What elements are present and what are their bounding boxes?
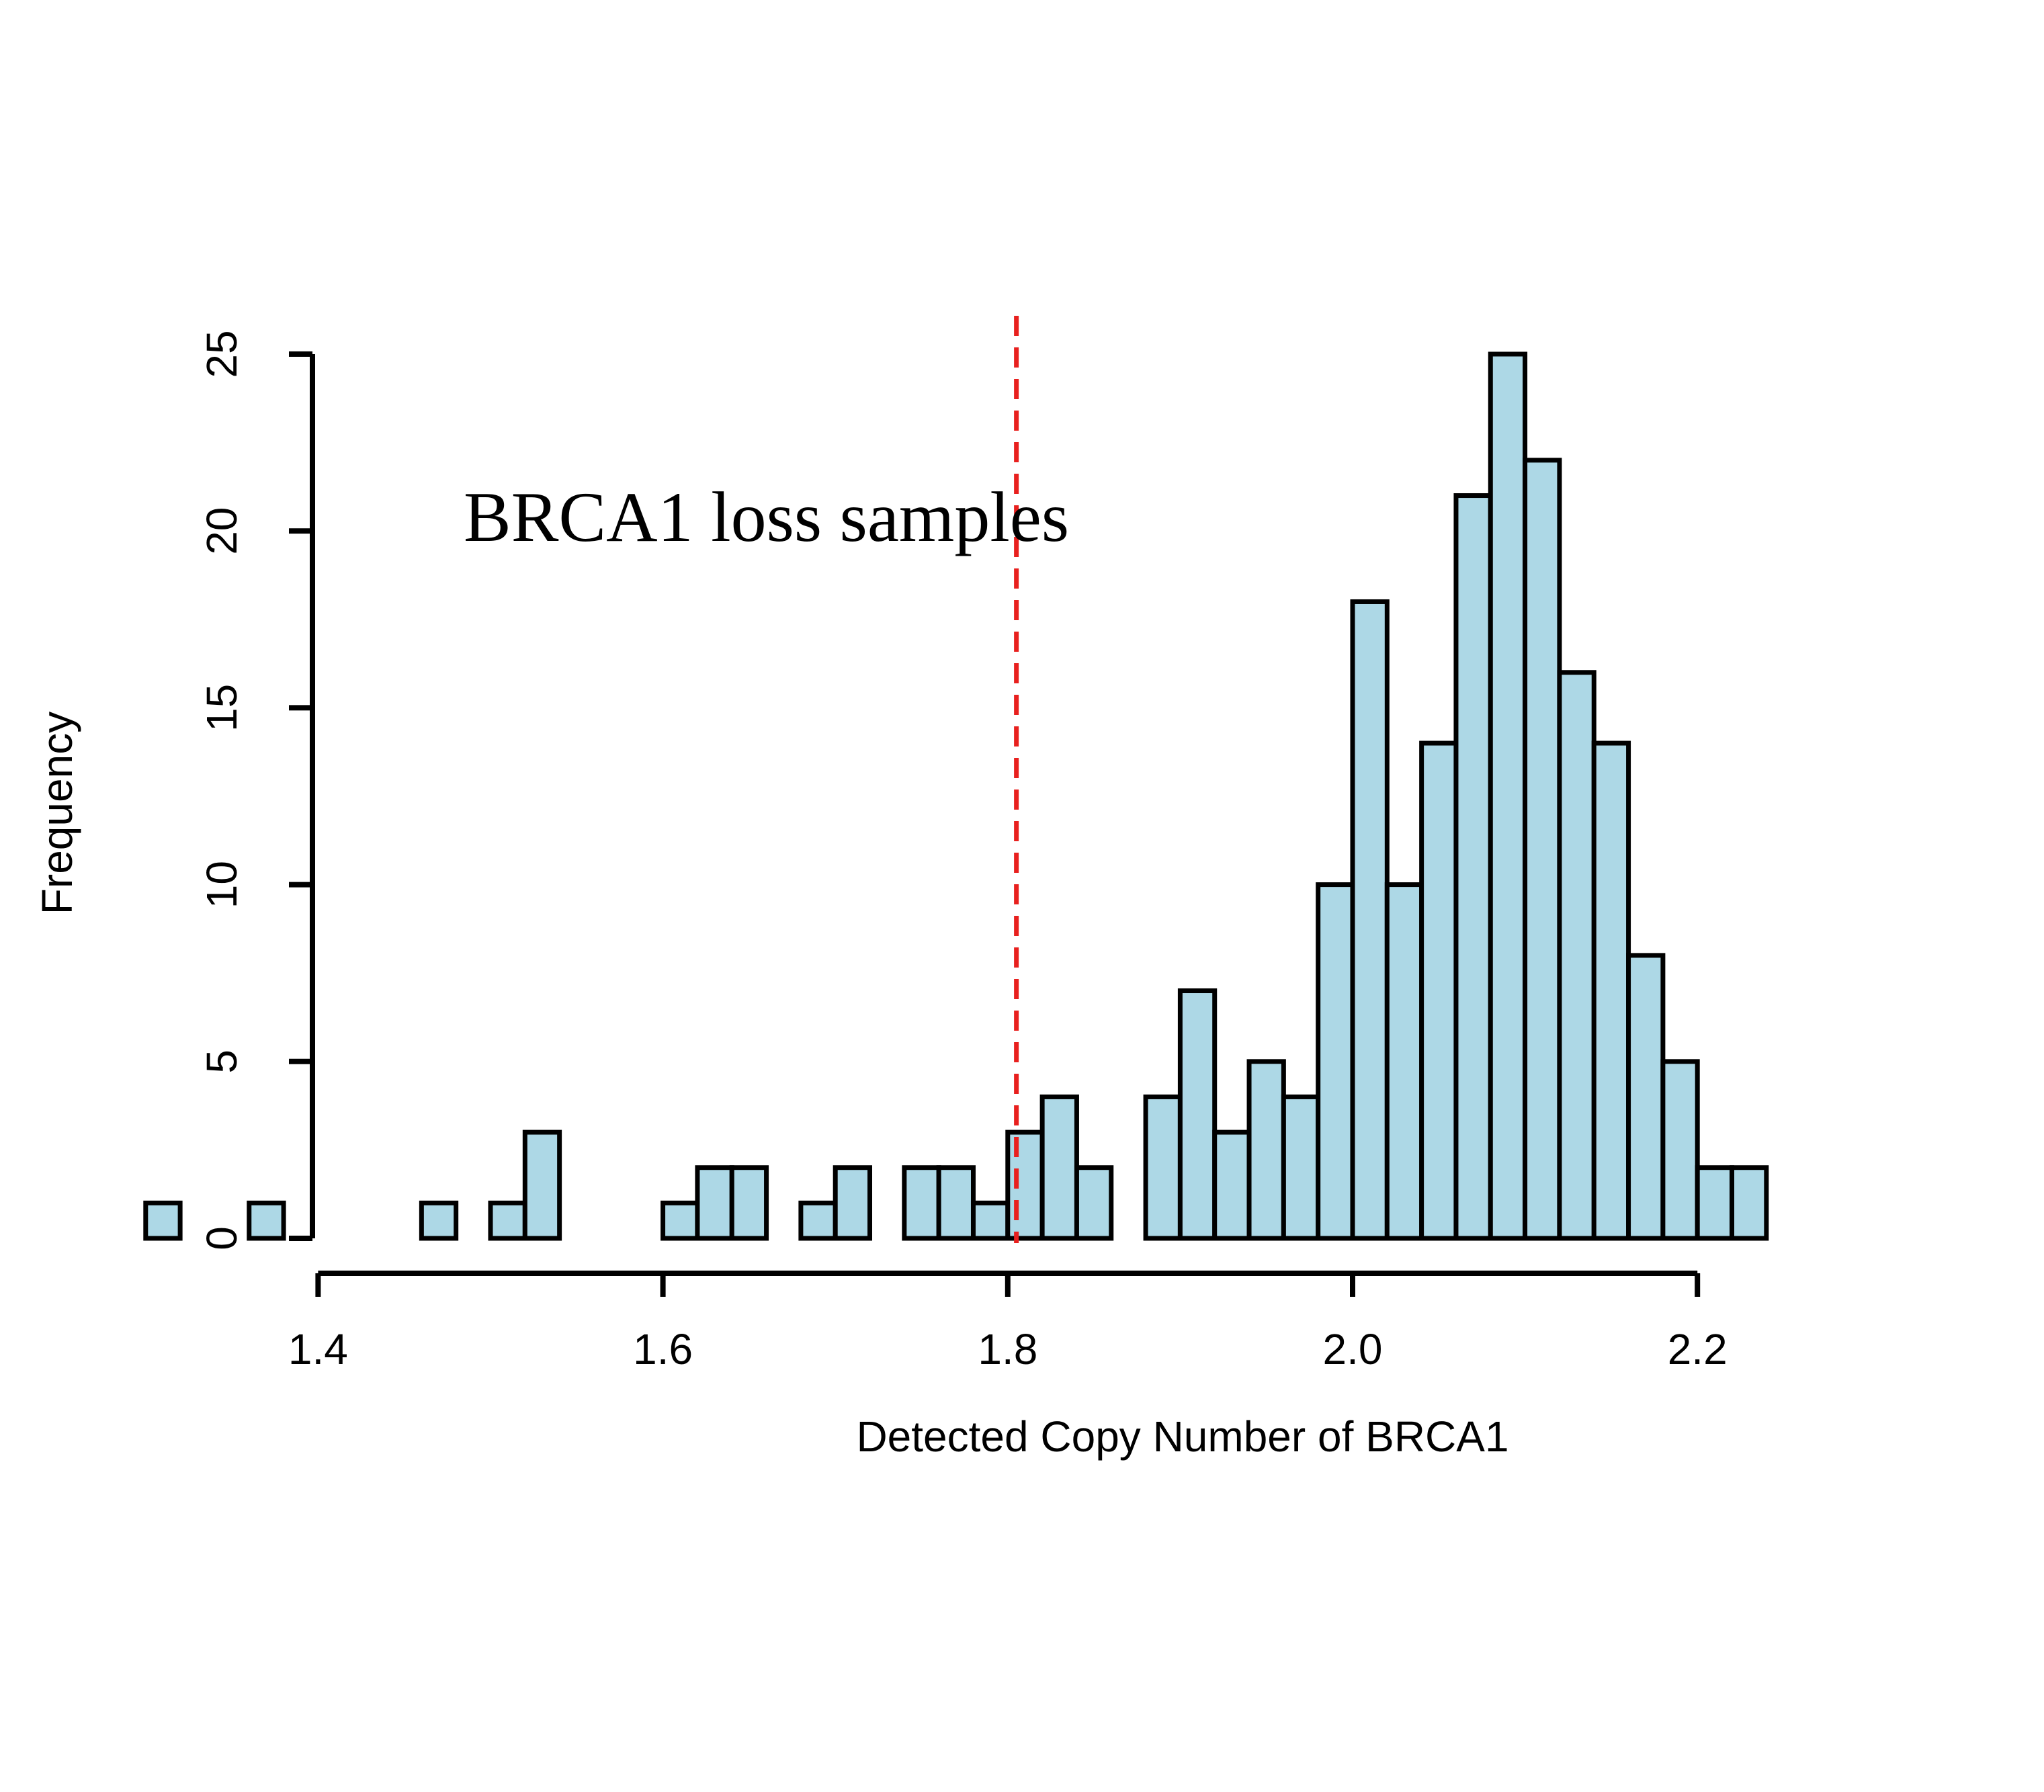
x-axis-label: Detected Copy Number of BRCA1 [856,1412,1508,1461]
histogram-bar [833,1165,873,1241]
x-tick-label: 2.2 [1668,1325,1728,1373]
histogram-bar [522,1129,562,1241]
histogram-bar [695,1165,734,1241]
histogram-bar [1177,988,1218,1241]
y-tick-label: 20 [198,507,246,555]
histogram-bar [798,1200,838,1241]
y-tick-label: 25 [198,330,246,378]
histogram-bar [1143,1094,1183,1241]
histogram-bar [1039,1094,1079,1241]
histogram-bar [1730,1165,1769,1241]
histogram-bar [1660,1059,1700,1241]
x-tick-label: 1.6 [633,1325,693,1373]
y-axis-label: Frequency [33,712,81,914]
histogram-bar [1419,740,1459,1241]
bars-layer [143,351,1769,1241]
histogram-bar [419,1200,459,1241]
axes-layer: 0 5 10 15 20 25 1.4 1.6 1.8 2.0 2.2 [198,330,1728,1373]
histogram-bar [1453,493,1493,1241]
histogram-bar [1384,882,1424,1241]
histogram-bar [143,1200,183,1241]
histogram-bar [1005,1129,1045,1241]
histogram-bar [1350,599,1390,1241]
histogram-bar [1074,1165,1114,1241]
histogram-bar [1523,458,1562,1241]
x-tick-label: 1.4 [288,1325,348,1373]
histogram-bar [1246,1059,1286,1241]
y-tick-label: 15 [198,684,246,732]
x-tick-label: 1.8 [978,1325,1037,1373]
y-tick-label: 5 [198,1050,246,1074]
histogram-bar [1281,1094,1321,1241]
histogram-bar [936,1165,976,1241]
x-tick-label: 2.0 [1323,1325,1383,1373]
y-tick-label: 10 [198,861,246,908]
histogram-bar [247,1200,286,1241]
histogram-bar [488,1200,527,1241]
annotation-text: BRCA1 loss samples [464,478,1069,556]
histogram-bar [1591,740,1631,1241]
histogram-bar [661,1200,700,1241]
histogram-bar [970,1200,1011,1241]
histogram-bar [1488,351,1528,1241]
y-tick-label: 0 [198,1226,246,1250]
histogram-bar [1557,670,1596,1241]
histogram-bar [1695,1165,1735,1241]
histogram-bar [729,1165,769,1241]
histogram-bar [1626,953,1666,1241]
histogram-bar [1316,882,1355,1241]
histogram-bar [902,1165,941,1241]
histogram-bar [1212,1129,1252,1241]
